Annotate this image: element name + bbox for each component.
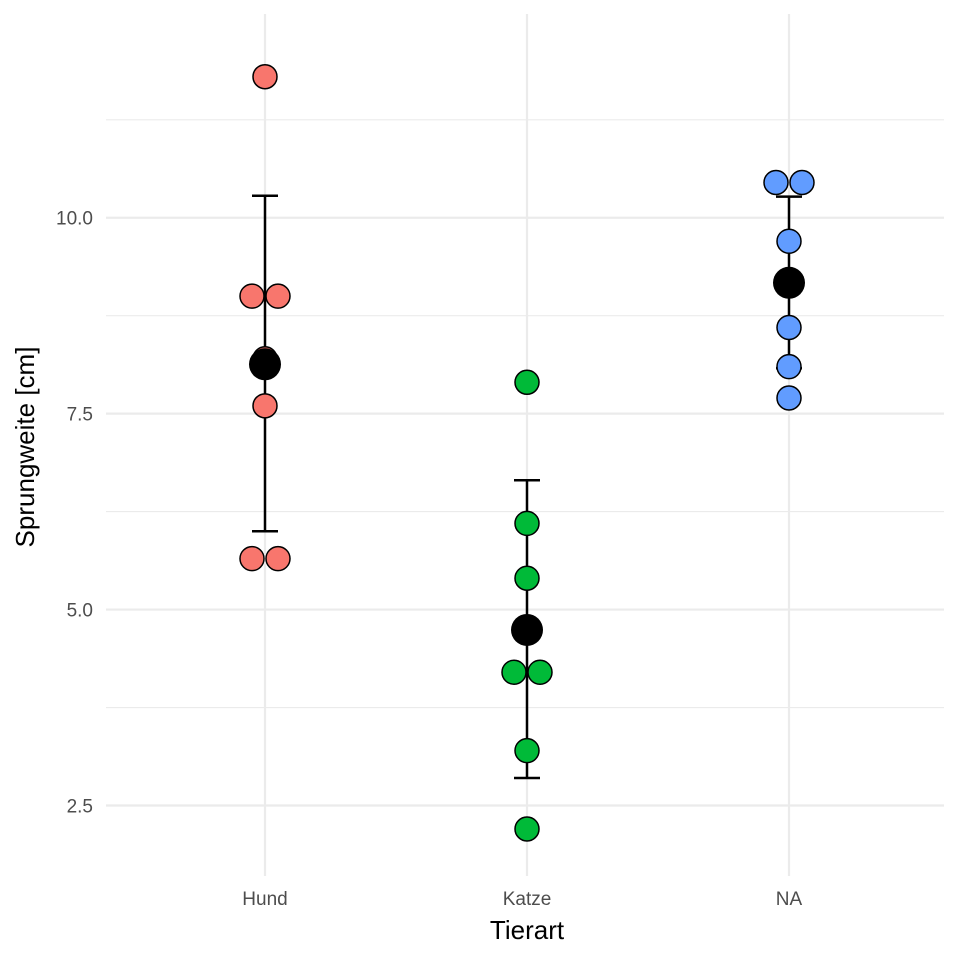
data-point: [501, 659, 527, 686]
mean-layer: [249, 266, 805, 646]
data-point: [265, 283, 291, 309]
y-tick-label: 5.0: [67, 601, 93, 622]
x-tick-label: Katze: [503, 889, 552, 910]
data-point: [252, 63, 278, 90]
y-tick-label: 2.5: [67, 796, 93, 817]
data-point: [514, 816, 540, 842]
data-point: [776, 385, 802, 411]
y-tick-labels: 2.5 5.0 7.5 10.0: [56, 209, 93, 818]
y-axis-title: Sprungweite [cm]: [10, 347, 40, 548]
data-point: [514, 510, 540, 537]
data-point: [776, 353, 802, 380]
y-tick-label: 7.5: [67, 405, 93, 426]
data-point: [252, 393, 278, 419]
data-point: [265, 545, 291, 572]
x-tick-labels: Hund Katze NA: [242, 889, 802, 910]
y-tick-label: 10.0: [56, 209, 93, 230]
x-tick-label: Hund: [242, 889, 287, 910]
mean-point: [249, 348, 281, 381]
mean-point: [511, 613, 543, 646]
x-axis-title: Tierart: [490, 915, 565, 945]
data-point: [776, 314, 802, 341]
data-point: [789, 169, 815, 196]
data-point: [239, 283, 265, 309]
data-point: [514, 369, 540, 396]
data-point: [514, 565, 540, 591]
data-point: [514, 737, 540, 764]
data-point: [776, 228, 802, 255]
data-point: [527, 659, 553, 686]
data-point: [763, 169, 789, 196]
data-point: [239, 545, 265, 572]
x-tick-label: NA: [776, 889, 803, 910]
mean-point: [773, 266, 805, 299]
